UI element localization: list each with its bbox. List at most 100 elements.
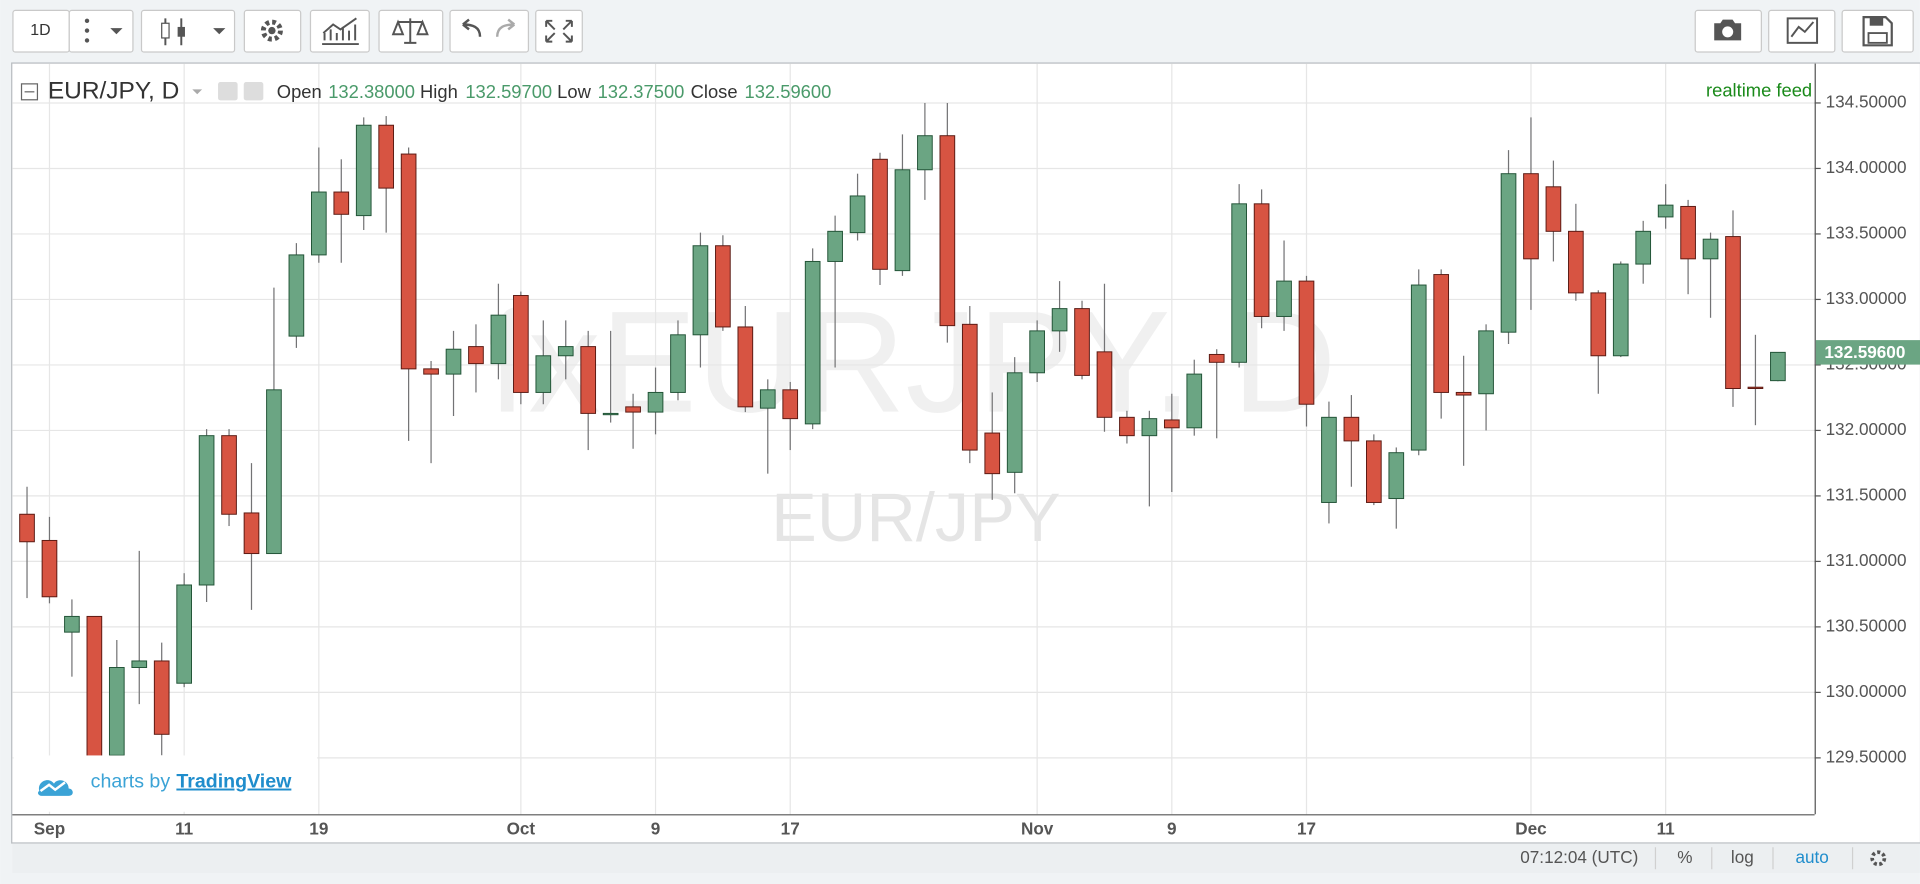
branding-prefix: charts by <box>91 771 171 793</box>
legend: EUR/JPY, D Open 132.38000 High 132.59700… <box>20 77 831 104</box>
realtime-feed: realtime feed <box>1706 80 1812 101</box>
candle-body <box>1680 205 1696 260</box>
candle-body <box>670 334 686 393</box>
candle-body <box>64 615 80 633</box>
candle-body <box>782 389 799 420</box>
status-bar: 07:12:04 (UTC) % log auto <box>12 843 1920 873</box>
candle-body <box>513 295 529 393</box>
candle-body <box>535 355 552 393</box>
candle-body <box>1141 418 1158 437</box>
candle-body <box>1635 230 1652 265</box>
y-tick-label: 134.50000 <box>1826 91 1907 111</box>
candle-body <box>378 124 395 189</box>
y-tick-label: 130.50000 <box>1826 615 1907 635</box>
auto-toggle[interactable]: auto <box>1795 847 1828 867</box>
candle-body <box>1657 204 1674 218</box>
candle-body <box>602 412 619 416</box>
undo-redo[interactable] <box>449 9 530 53</box>
candle-body <box>1612 263 1629 357</box>
branding: charts by TradingView <box>13 755 318 812</box>
candle-body <box>557 346 574 357</box>
candle-body <box>1119 416 1135 437</box>
candle-body <box>580 346 597 414</box>
candle-body <box>490 314 507 365</box>
x-tick-label: 19 <box>309 819 328 839</box>
candle-body <box>759 389 776 409</box>
log-toggle[interactable]: log <box>1731 847 1754 867</box>
plot: 129.50000 130.00000 130.50000 131.00000 131.… <box>12 63 1920 839</box>
candle-body <box>310 191 327 256</box>
y-tick-label: 133.50000 <box>1826 222 1907 242</box>
publish-button[interactable] <box>1768 9 1836 53</box>
candle-body <box>445 348 462 375</box>
last-price-box <box>1815 340 1920 365</box>
candle-body <box>1590 292 1607 357</box>
candle-body <box>961 323 978 451</box>
high-value: 132.59700 <box>465 81 552 102</box>
y-tick-label: 131.50000 <box>1826 484 1907 504</box>
indicators-button[interactable] <box>309 9 370 53</box>
watermark-sub: EUR/JPY <box>771 479 1060 556</box>
candle-body <box>86 615 103 760</box>
open-value: 132.38000 <box>328 81 415 102</box>
branding-link[interactable]: TradingView <box>176 771 292 793</box>
candle-body <box>894 169 911 272</box>
candle-body <box>400 153 417 370</box>
x-tick-label: 11 <box>1657 819 1676 839</box>
x-tick-label: 9 <box>651 819 661 839</box>
x-tick-label: 17 <box>781 819 800 839</box>
x-tick-label: Nov <box>1021 819 1054 839</box>
candle-body <box>715 245 731 328</box>
y-tick-label: 134.00000 <box>1826 157 1907 177</box>
candle-body <box>221 435 237 515</box>
candle-body <box>1770 351 1786 382</box>
candle-body <box>1006 372 1023 473</box>
candle-body <box>243 512 260 555</box>
y-tick-label: 129.50000 <box>1826 746 1907 766</box>
close-label: Close <box>691 81 738 102</box>
candle-body <box>1096 351 1113 418</box>
candle-body <box>625 406 641 413</box>
candle-body <box>468 346 484 365</box>
candle-body <box>1702 238 1719 260</box>
symbol: EUR/JPY, D <box>48 77 179 104</box>
candle-body <box>1747 386 1764 389</box>
x-tick-label: Sep <box>34 819 65 839</box>
low-value: 132.37500 <box>598 81 685 102</box>
candle-body <box>692 245 709 336</box>
x-tick-label: 17 <box>1297 819 1316 839</box>
candle-body <box>984 432 1001 475</box>
x-tick-label: Dec <box>1515 819 1547 839</box>
candle-body <box>1343 416 1360 442</box>
high-label: High <box>420 81 458 102</box>
candle-body <box>266 389 282 555</box>
candle-body <box>1410 284 1427 451</box>
candle-body <box>1186 373 1203 429</box>
candle-body <box>1051 308 1068 332</box>
toolbar: 1D <box>12 9 1914 53</box>
candle-body <box>1455 391 1472 396</box>
candle-body <box>1253 203 1270 317</box>
low-label: Low <box>557 81 591 102</box>
candle-body <box>1568 230 1584 294</box>
clock: 07:12:04 (UTC) <box>1520 847 1638 867</box>
percent-toggle[interactable]: % <box>1677 847 1692 867</box>
candle-body <box>153 660 170 735</box>
candle-body <box>1433 274 1450 393</box>
candle-body <box>1298 280 1315 405</box>
y-tick-label: 131.00000 <box>1826 550 1907 570</box>
fullscreen-button[interactable] <box>535 9 583 53</box>
candle-body <box>1388 452 1405 500</box>
candle-body <box>1500 173 1517 333</box>
candle-body <box>1208 353 1225 363</box>
save-button[interactable] <box>1841 9 1914 53</box>
candle-body <box>1523 173 1539 260</box>
candle-body <box>737 326 754 408</box>
interval-menu[interactable] <box>68 9 134 53</box>
x-tick-label: 9 <box>1167 819 1177 839</box>
candle-body <box>1029 330 1045 374</box>
last-price-label: 132.59600 <box>1824 342 1905 362</box>
x-tick-label: Oct <box>507 819 536 839</box>
candle-body <box>108 667 125 756</box>
candle-body <box>1231 203 1247 363</box>
